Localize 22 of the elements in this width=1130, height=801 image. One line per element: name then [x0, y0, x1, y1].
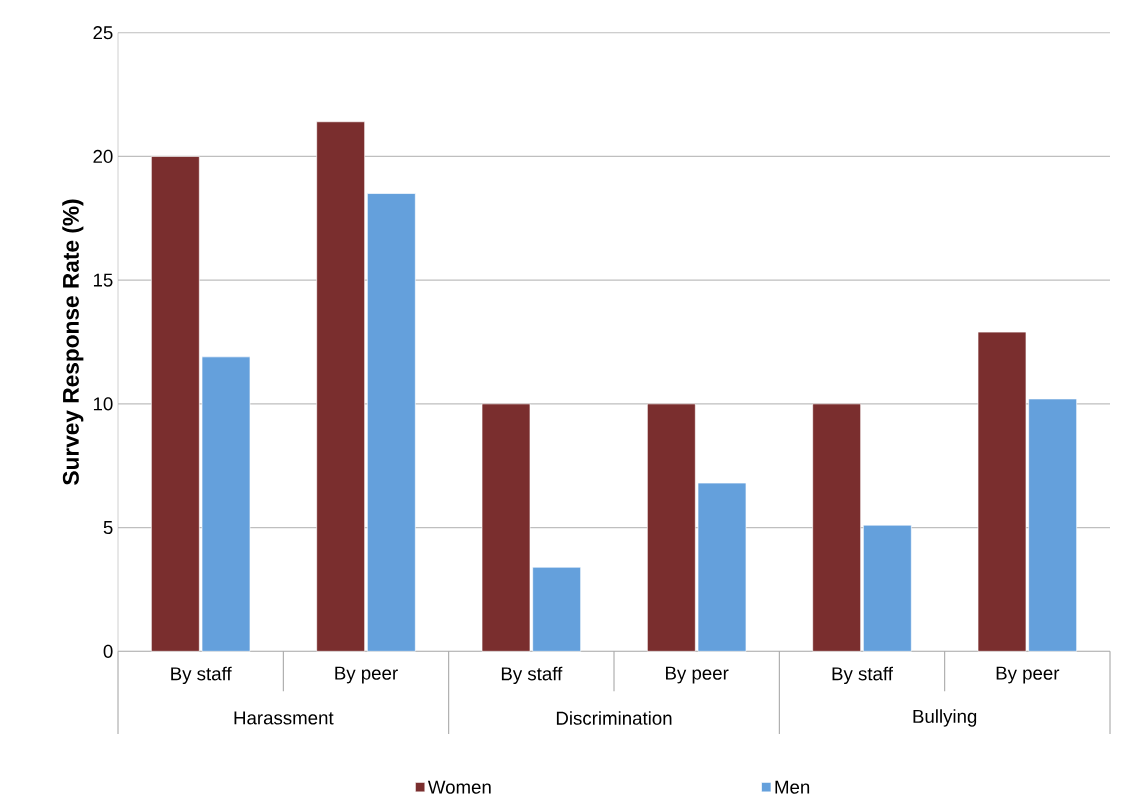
x-tick-label: By peer: [335, 666, 398, 684]
text: Harassment: [234, 711, 334, 725]
bar: [863, 524, 912, 652]
y-tick-label: 10: [93, 397, 113, 411]
y-axis-title: Survey Response Rate (%): [62, 199, 84, 486]
y-tick-label: 0: [103, 644, 113, 659]
bar: [316, 121, 366, 652]
text: Discrimination: [556, 711, 672, 725]
x-tick-label: By staff: [832, 666, 893, 685]
y-tick-label: 15: [93, 273, 113, 287]
text: Bullying: [913, 709, 977, 727]
x-tick-label: By peer: [666, 666, 729, 684]
legend-label: Women: [427, 780, 491, 794]
legend-label: Men: [775, 780, 810, 794]
x-tick-label: By staff: [171, 666, 232, 685]
x-tick-label: By peer: [996, 666, 1060, 684]
y-tick-label: 20: [93, 149, 113, 164]
x-tick-label: By staff: [501, 666, 563, 685]
y-tick-label: 5: [103, 521, 113, 535]
bar: [812, 403, 862, 652]
y-tick-label: 25: [93, 26, 113, 40]
bar: [367, 193, 416, 652]
